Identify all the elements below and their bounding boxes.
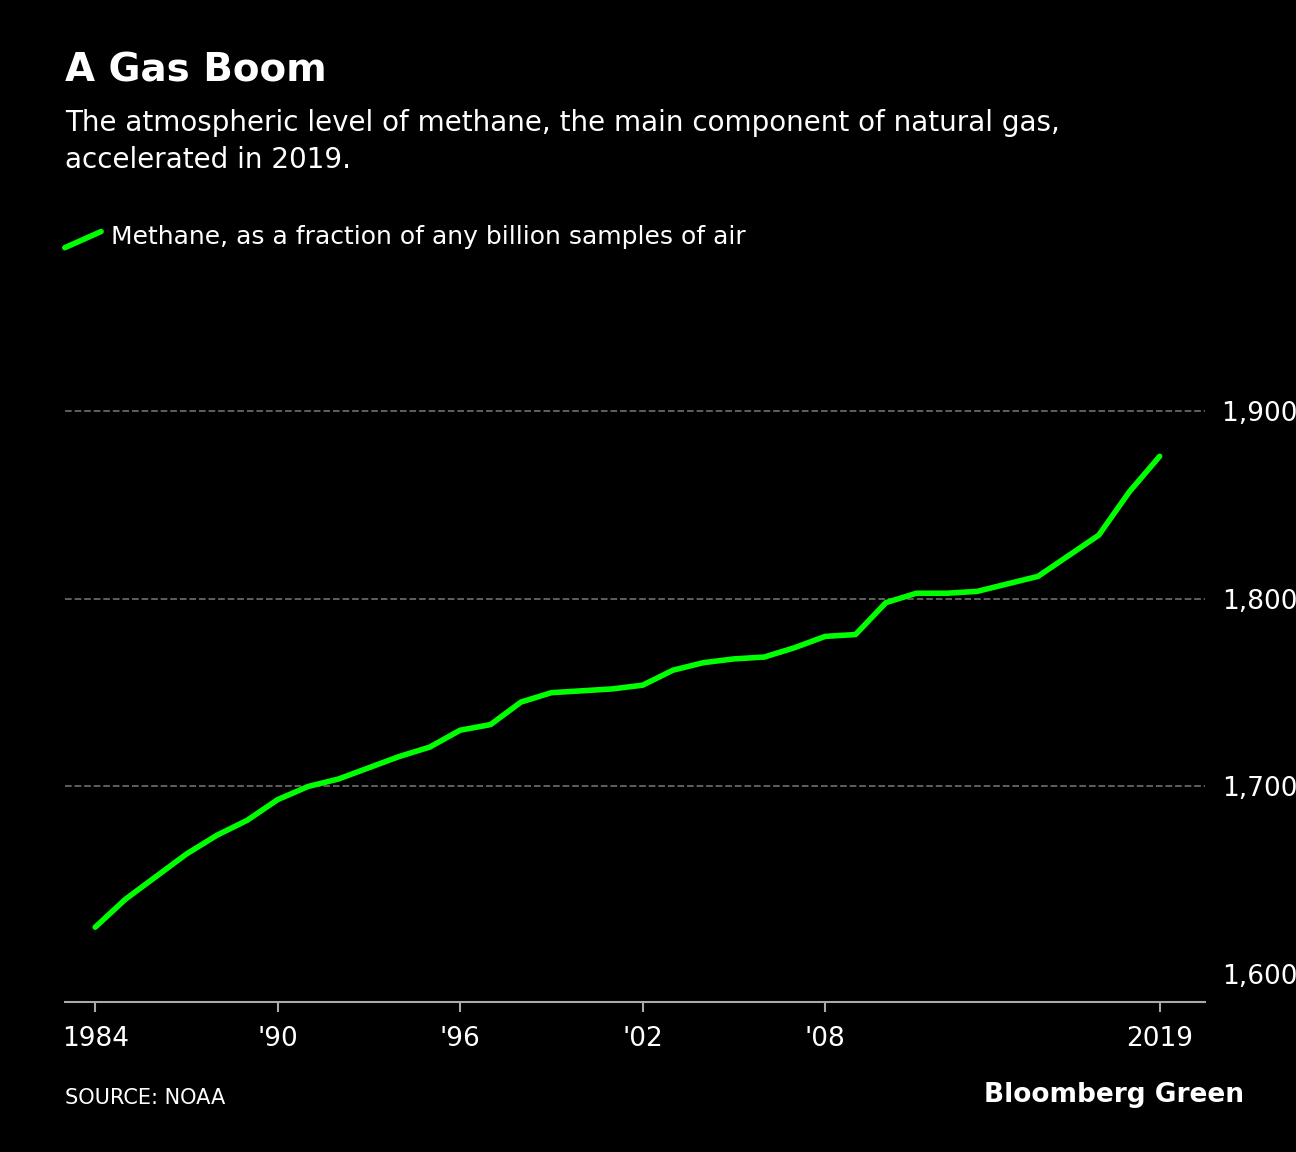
Text: Bloomberg Green: Bloomberg Green [984,1082,1244,1108]
Text: Methane, as a fraction of any billion samples of air: Methane, as a fraction of any billion sa… [111,226,746,249]
Text: A Gas Boom: A Gas Boom [65,52,327,90]
Text: SOURCE: NOAA: SOURCE: NOAA [65,1089,226,1108]
Text: The atmospheric level of methane, the main component of natural gas,
accelerated: The atmospheric level of methane, the ma… [65,109,1060,174]
